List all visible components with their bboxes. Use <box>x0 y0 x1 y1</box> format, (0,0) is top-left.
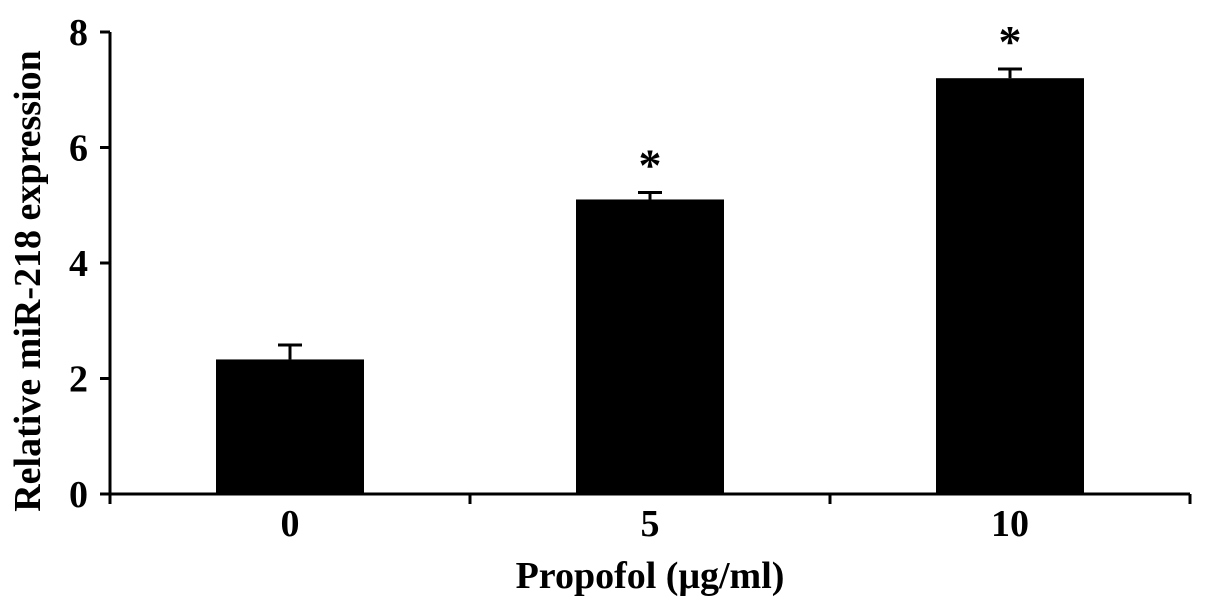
significance-layer: ** <box>639 16 1022 191</box>
y-axis-title: Relative miR-218 expression <box>7 50 49 512</box>
x-axis-title: Propofol (μg/ml) <box>516 555 785 597</box>
x-category-label-1: 5 <box>641 503 660 545</box>
significance-asterisk-2: * <box>999 16 1022 67</box>
y-ticks-layer: 0 2 4 6 8 <box>69 12 110 516</box>
bar-1 <box>576 199 724 494</box>
y-tick-label-1: 2 <box>69 359 88 401</box>
error-bars-layer <box>278 67 1022 360</box>
y-tick-label-4: 8 <box>69 12 88 54</box>
bar-0 <box>216 359 364 494</box>
bars-layer <box>216 78 1084 494</box>
y-tick-label-3: 6 <box>69 128 88 170</box>
x-ticks-layer: 0 5 10 <box>108 494 1192 545</box>
significance-asterisk-1: * <box>639 140 662 191</box>
y-tick-label-0: 0 <box>69 474 88 516</box>
x-category-label-2: 10 <box>991 503 1029 545</box>
y-tick-label-2: 4 <box>69 243 88 285</box>
bar-2 <box>936 78 1084 494</box>
x-category-label-0: 0 <box>281 503 300 545</box>
